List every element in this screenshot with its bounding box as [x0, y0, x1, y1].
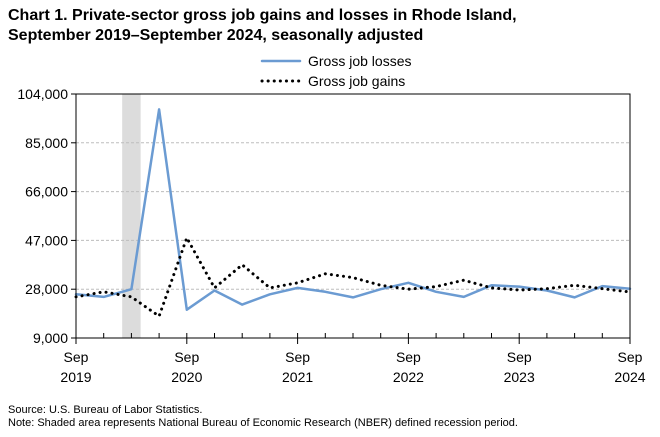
series-line-gross-job-losses	[74, 108, 632, 311]
series-line-gross-job-gains	[74, 236, 632, 318]
legend-label: Gross job losses	[308, 53, 411, 69]
x-tick-label-month: Sep	[507, 349, 532, 365]
chart-title: Chart 1. Private-sector gross job gains …	[8, 7, 517, 44]
x-tick-label-year: 2022	[393, 369, 424, 385]
x-tick-label-month: Sep	[618, 349, 643, 365]
x-tick-label-year: 2021	[282, 369, 313, 385]
x-tick-label-year: 2019	[60, 369, 91, 385]
recession-note: Note: Shaded area represents National Bu…	[8, 417, 518, 429]
legend-label: Gross job gains	[308, 73, 405, 89]
y-tick-label: 9,000	[33, 330, 68, 346]
recession-band	[122, 94, 141, 338]
source-note: Source: U.S. Bureau of Labor Statistics.	[8, 404, 203, 416]
x-tick-label-month: Sep	[285, 349, 310, 365]
y-tick-label: 28,000	[25, 281, 68, 297]
x-tick-label-month: Sep	[174, 349, 199, 365]
x-tick-label-month: Sep	[396, 349, 421, 365]
y-tick-label: 47,000	[25, 232, 68, 248]
x-tick-label-month: Sep	[64, 349, 89, 365]
plot-frame	[75, 93, 631, 339]
x-tick-label-year: 2024	[614, 369, 645, 385]
x-tick-label-year: 2020	[171, 369, 202, 385]
x-tick-label-year: 2023	[504, 369, 535, 385]
y-tick-label: 85,000	[25, 135, 68, 151]
y-tick-label: 104,000	[17, 86, 68, 102]
y-tick-label: 66,000	[25, 184, 68, 200]
